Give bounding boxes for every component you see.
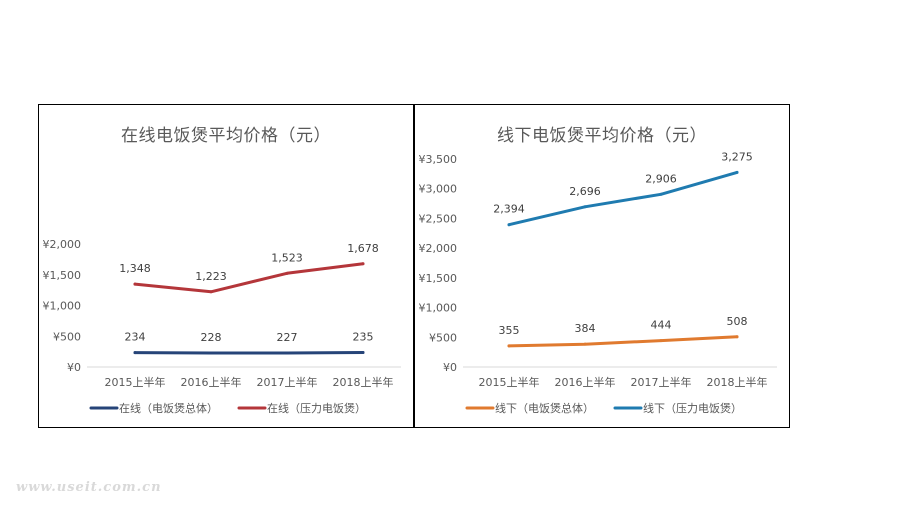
x-tick-label: 2017上半年: [257, 375, 318, 389]
data-point: [507, 223, 511, 227]
data-label: 1,348: [119, 262, 151, 275]
data-point: [285, 271, 289, 275]
data-label: 2,394: [493, 203, 525, 216]
y-tick-label: ¥0: [67, 361, 81, 374]
y-tick-label: ¥3,000: [419, 183, 458, 196]
data-point: [583, 342, 587, 346]
series-line: [507, 170, 739, 227]
data-label: 508: [727, 315, 748, 328]
offline-price-svg: ¥0 ¥500 ¥1,000 ¥1,500 ¥2,000 ¥2,500 ¥3,000 ¥3,5…: [419, 150, 777, 415]
data-label: 355: [499, 324, 520, 337]
data-point: [361, 262, 365, 266]
data-point: [209, 290, 213, 294]
x-tick-label: 2016上半年: [181, 375, 242, 389]
online-price-svg: ¥0 ¥500 ¥1,000 ¥1,500 ¥2,000 2015上半年 2016上半年 20…: [43, 238, 401, 415]
data-point: [133, 282, 137, 286]
y-tick-label: ¥500: [53, 330, 81, 343]
y-tick-label: ¥1,500: [419, 272, 458, 285]
data-label: 227: [277, 331, 298, 344]
legend-label: 在线（压力电饭煲）: [267, 401, 366, 415]
data-label: 3,275: [721, 150, 753, 163]
data-label: 1,223: [195, 270, 227, 283]
legend-label: 线下（压力电饭煲）: [643, 401, 742, 415]
data-point: [361, 351, 365, 355]
legend-label: 线下（电饭煲总体）: [495, 401, 594, 415]
x-tick-label: 2018上半年: [707, 375, 768, 389]
data-point: [735, 170, 739, 174]
data-label: 444: [651, 319, 672, 332]
online-price-chart: 在线电饭煲平均价格（元） ¥0 ¥500 ¥1,000 ¥1,500 ¥2,000 201…: [38, 104, 414, 428]
data-point: [133, 351, 137, 355]
chart-title: 在线电饭煲平均价格（元）: [121, 126, 331, 146]
data-point: [735, 335, 739, 339]
y-tick-label: ¥500: [429, 331, 457, 344]
y-tick-label: ¥1,000: [43, 300, 82, 313]
data-point: [659, 339, 663, 343]
y-tick-label: ¥1,000: [419, 302, 458, 315]
data-label: 2,906: [645, 172, 677, 185]
y-tick-label: ¥3,500: [419, 153, 458, 166]
y-tick-label: ¥2,000: [43, 238, 82, 251]
data-label: 1,523: [271, 251, 303, 264]
y-tick-label: ¥2,000: [419, 242, 458, 255]
data-label: 235: [353, 331, 374, 344]
data-point: [583, 205, 587, 209]
data-point: [209, 351, 213, 355]
data-point: [285, 351, 289, 355]
series-line: [133, 351, 365, 355]
x-tick-label: 2017上半年: [631, 375, 692, 389]
data-point: [659, 192, 663, 196]
series-line: [507, 335, 739, 348]
x-tick-label: 2015上半年: [479, 375, 540, 389]
x-tick-label: 2015上半年: [105, 375, 166, 389]
data-point: [507, 344, 511, 348]
x-tick-label: 2018上半年: [333, 375, 394, 389]
y-tick-label: ¥0: [443, 361, 457, 374]
watermark: www.useit.com.cn: [16, 480, 162, 495]
data-label: 2,696: [569, 185, 601, 198]
data-label: 1,678: [347, 242, 379, 255]
offline-price-chart: 线下电饭煲平均价格（元） ¥0 ¥500 ¥1,000 ¥1,500 ¥2,000 ¥2,…: [414, 104, 790, 428]
y-tick-label: ¥2,500: [419, 212, 458, 225]
chart-title: 线下电饭煲平均价格（元）: [497, 126, 707, 146]
y-tick-label: ¥1,500: [43, 269, 82, 282]
legend-label: 在线（电饭煲总体）: [119, 401, 218, 415]
x-tick-label: 2016上半年: [555, 375, 616, 389]
data-label: 234: [125, 331, 146, 344]
data-label: 228: [201, 331, 222, 344]
data-label: 384: [575, 322, 596, 335]
series-line: [133, 262, 365, 294]
